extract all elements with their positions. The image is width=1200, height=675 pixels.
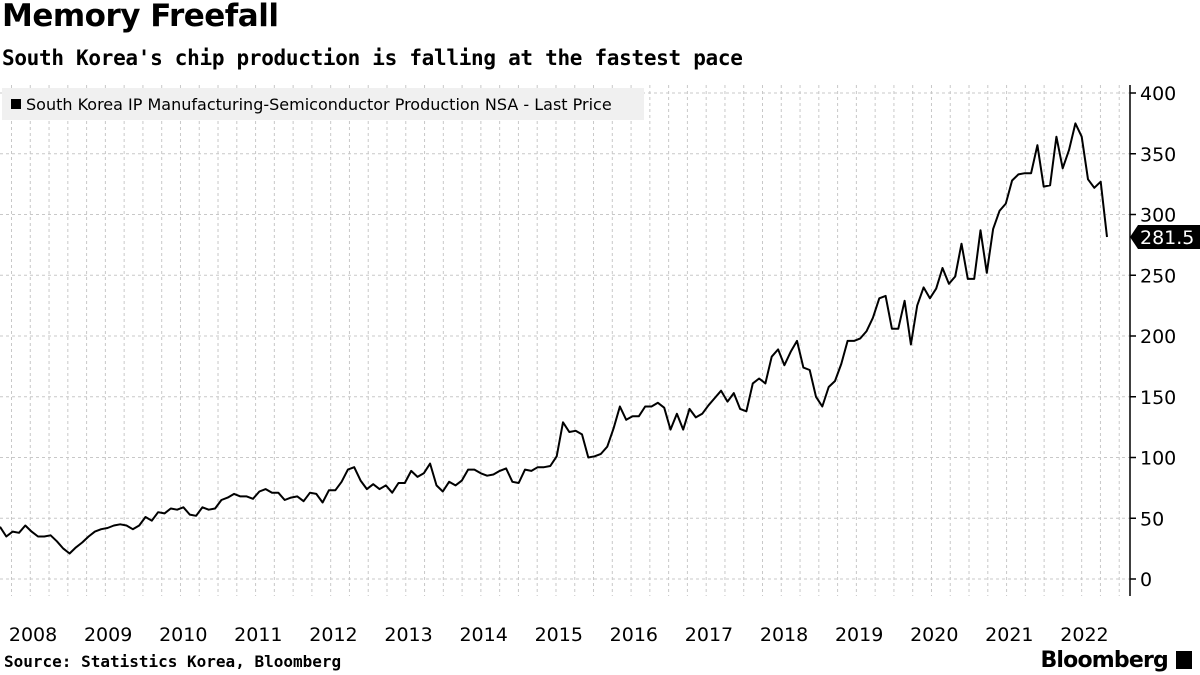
x-tick-label: 2015	[535, 624, 583, 646]
x-tick-label: 2011	[234, 624, 282, 646]
y-tick-label: 300	[1140, 205, 1176, 227]
y-tick-label: 350	[1140, 144, 1176, 166]
last-value-label: 281.5	[1140, 227, 1194, 249]
y-tick-label: 100	[1140, 448, 1176, 470]
y-tick-label: 50	[1140, 508, 1164, 530]
bloomberg-logo: Bloomberg	[1040, 648, 1168, 673]
x-tick-label: 2021	[985, 624, 1033, 646]
chart-title: Memory Freefall	[2, 0, 279, 34]
x-tick-label: 2010	[159, 624, 207, 646]
x-tick-label: 2018	[760, 624, 808, 646]
x-tick-label: 2008	[9, 624, 57, 646]
x-tick-label: 2020	[910, 624, 958, 646]
series-line	[0, 122, 1108, 555]
legend-swatch	[11, 99, 21, 109]
last-value-badge	[1130, 224, 1200, 249]
source-note: Source: Statistics Korea, Bloomberg	[4, 652, 342, 671]
x-tick-label: 2017	[685, 624, 733, 646]
x-tick-label: 2013	[384, 624, 432, 646]
y-tick-label: 150	[1140, 387, 1176, 409]
y-tick-label: 400	[1140, 83, 1176, 105]
x-tick-label: 2012	[309, 624, 357, 646]
y-tick-label: 250	[1140, 265, 1176, 287]
y-tick-label: 0	[1140, 569, 1152, 591]
legend-label: South Korea IP Manufacturing-Semiconduct…	[26, 94, 612, 114]
x-tick-label: 2014	[459, 624, 507, 646]
legend: South Korea IP Manufacturing-Semiconduct…	[2, 88, 644, 120]
x-tick-label: 2009	[84, 624, 132, 646]
x-tick-label: 2016	[610, 624, 658, 646]
chart-subtitle: South Korea's chip production is falling…	[2, 46, 743, 70]
x-tick-label: 2019	[835, 624, 883, 646]
y-tick-label: 200	[1140, 326, 1176, 348]
x-tick-label: 2022	[1060, 624, 1108, 646]
bloomberg-terminal-icon	[1176, 651, 1192, 669]
